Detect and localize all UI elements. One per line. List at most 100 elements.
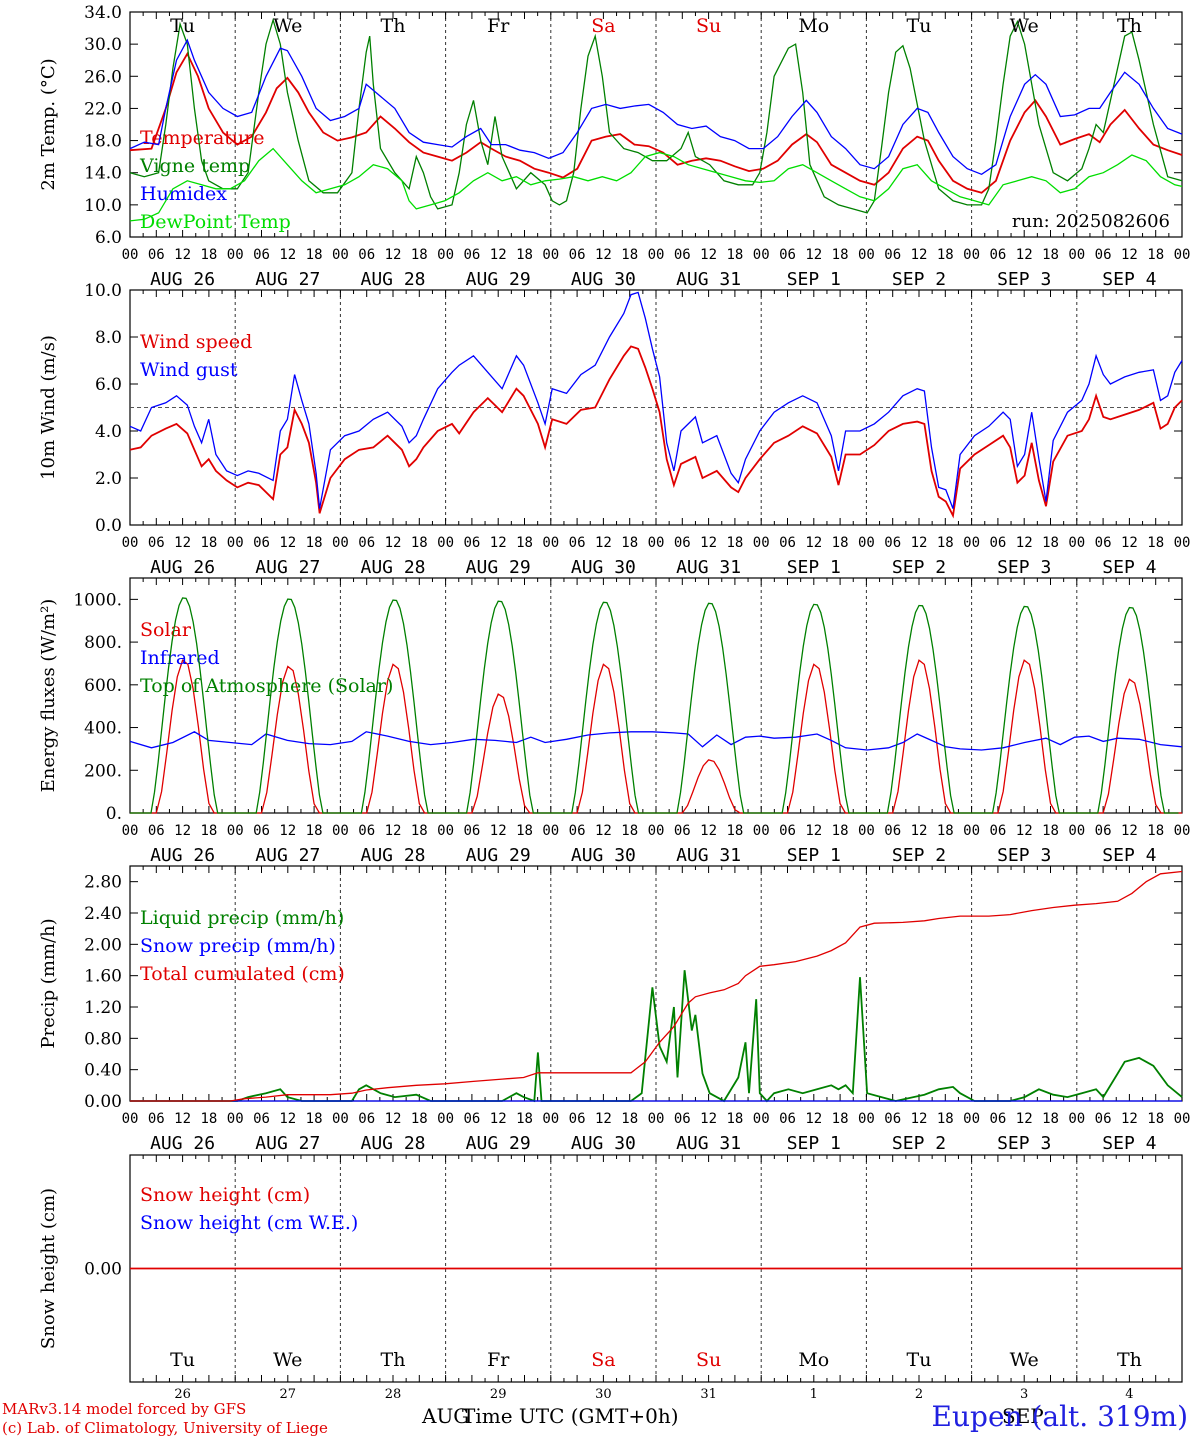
hour-tick-label: 06 [148, 1111, 165, 1127]
hour-tick-label: 00 [332, 535, 349, 551]
hour-tick-label: 00 [858, 823, 875, 839]
y-axis-label: 2m Temp. (°C) [38, 58, 59, 190]
hour-tick-label: 00 [1068, 823, 1085, 839]
day-label: SEP 4 [1102, 269, 1156, 290]
y-tick-label: 400. [84, 719, 122, 739]
day-number-label: 2 [915, 1387, 923, 1402]
weekday-label: Su [696, 1349, 721, 1371]
y-tick-label: 30.0 [84, 35, 122, 55]
day-label: SEP 2 [892, 1133, 946, 1154]
legend-entry: Solar [140, 619, 192, 641]
y-tick-label: 26.0 [84, 67, 122, 87]
hour-tick-label: 18 [621, 823, 638, 839]
day-label: AUG 27 [255, 1133, 320, 1154]
series-line-wind-speed [129, 345, 1183, 519]
series-line-vigne-temp [129, 17, 1183, 214]
hour-tick-label: 06 [463, 247, 480, 263]
hour-tick-label: 00 [858, 247, 875, 263]
hour-tick-label: 06 [674, 535, 691, 551]
hour-tick-label: 06 [779, 1111, 796, 1127]
footer-credits: MARv3.14 model forced by GFS (c) Lab. of… [2, 1400, 328, 1438]
weekday-label: Fr [487, 1349, 510, 1371]
hour-tick-label: 00 [1174, 247, 1191, 263]
day-label: AUG 28 [360, 269, 425, 290]
hour-tick-label: 18 [306, 535, 323, 551]
hour-tick-label: 00 [332, 247, 349, 263]
hour-tick-label: 12 [805, 535, 822, 551]
y-tick-label: 34.0 [84, 3, 122, 23]
hour-tick-label: 00 [542, 823, 559, 839]
hour-tick-label: 00 [227, 823, 244, 839]
hour-tick-label: 18 [411, 247, 428, 263]
hour-tick-label: 06 [884, 535, 901, 551]
y-tick-label: 1000. [73, 590, 122, 610]
series-line-infrared [129, 731, 1183, 751]
hour-tick-label: 12 [279, 823, 296, 839]
day-label: SEP 3 [997, 845, 1051, 866]
run-label: run: 2025082606 [1012, 211, 1170, 232]
y-tick-label: 2.40 [84, 904, 122, 924]
hour-tick-label: 06 [148, 823, 165, 839]
day-number-label: 28 [385, 1387, 402, 1402]
day-label: AUG 26 [150, 269, 215, 290]
hour-tick-label: 06 [989, 535, 1006, 551]
hour-tick-label: 12 [700, 823, 717, 839]
weekday-label: Tu [170, 15, 195, 37]
hour-tick-label: 00 [122, 535, 139, 551]
hour-tick-label: 00 [437, 247, 454, 263]
hour-tick-label: 18 [621, 1111, 638, 1127]
hour-tick-label: 18 [1042, 247, 1059, 263]
hour-tick-label: 00 [437, 1111, 454, 1127]
hour-tick-label: 06 [674, 247, 691, 263]
hour-tick-label: 12 [279, 247, 296, 263]
hour-tick-label: 12 [279, 535, 296, 551]
hour-tick-label: 06 [884, 1111, 901, 1127]
day-label: AUG 31 [676, 1133, 741, 1154]
panel-4: 0.00 0.40 0.80 1.20 1.60 2.00 2.40 2.80 Precip (… [38, 865, 1190, 1154]
hour-tick-label: 06 [989, 823, 1006, 839]
legend-entry: DewPoint Temp [140, 211, 291, 233]
day-label: AUG 29 [466, 1133, 531, 1154]
day-label: SEP 3 [997, 269, 1051, 290]
hour-tick-label: 12 [385, 247, 402, 263]
hour-tick-label: 12 [385, 535, 402, 551]
hour-tick-label: 06 [1095, 247, 1112, 263]
hour-tick-label: 12 [174, 247, 191, 263]
y-tick-label: 800. [84, 633, 122, 653]
lab-credit-text: (c) Lab. of Climatology, University of L… [2, 1419, 328, 1437]
day-label: AUG 26 [150, 1133, 215, 1154]
day-number-label: 27 [280, 1387, 297, 1402]
x-axis-month-aug: AUG [422, 1404, 470, 1428]
hour-tick-label: 06 [1095, 823, 1112, 839]
hour-tick-label: 00 [542, 1111, 559, 1127]
hour-tick-label: 18 [832, 823, 849, 839]
hour-tick-label: 00 [437, 823, 454, 839]
panel-frame [129, 11, 1183, 238]
day-label: SEP 4 [1102, 557, 1156, 578]
hour-tick-label: 12 [700, 535, 717, 551]
weekday-label: Su [696, 15, 721, 37]
hour-tick-label: 06 [463, 823, 480, 839]
hour-tick-label: 12 [174, 535, 191, 551]
day-label: SEP 3 [997, 1133, 1051, 1154]
y-tick-label: 2.00 [84, 935, 122, 955]
hour-tick-label: 12 [595, 247, 612, 263]
hour-tick-label: 06 [569, 247, 586, 263]
y-tick-label: 2.80 [84, 873, 122, 893]
legend-entry: Vigne temp [139, 155, 250, 177]
hour-tick-label: 18 [726, 535, 743, 551]
legend-entry: Snow height (cm) [140, 1184, 310, 1206]
day-label: AUG 27 [255, 557, 320, 578]
hour-tick-label: 18 [832, 1111, 849, 1127]
y-tick-label: 14.0 [84, 164, 122, 184]
hour-tick-label: 12 [1016, 823, 1033, 839]
day-number-label: 3 [1020, 1387, 1028, 1402]
hour-tick-label: 18 [1147, 535, 1164, 551]
hour-tick-label: 18 [200, 823, 217, 839]
hour-tick-label: 00 [122, 823, 139, 839]
panel-5: 0.00 Snow height (cm) Snow height (cm) Snow… [38, 1154, 1183, 1402]
hour-tick-label: 12 [1016, 535, 1033, 551]
series-line-total-cumulated-cm- [130, 870, 1183, 1102]
day-label: AUG 29 [466, 557, 531, 578]
